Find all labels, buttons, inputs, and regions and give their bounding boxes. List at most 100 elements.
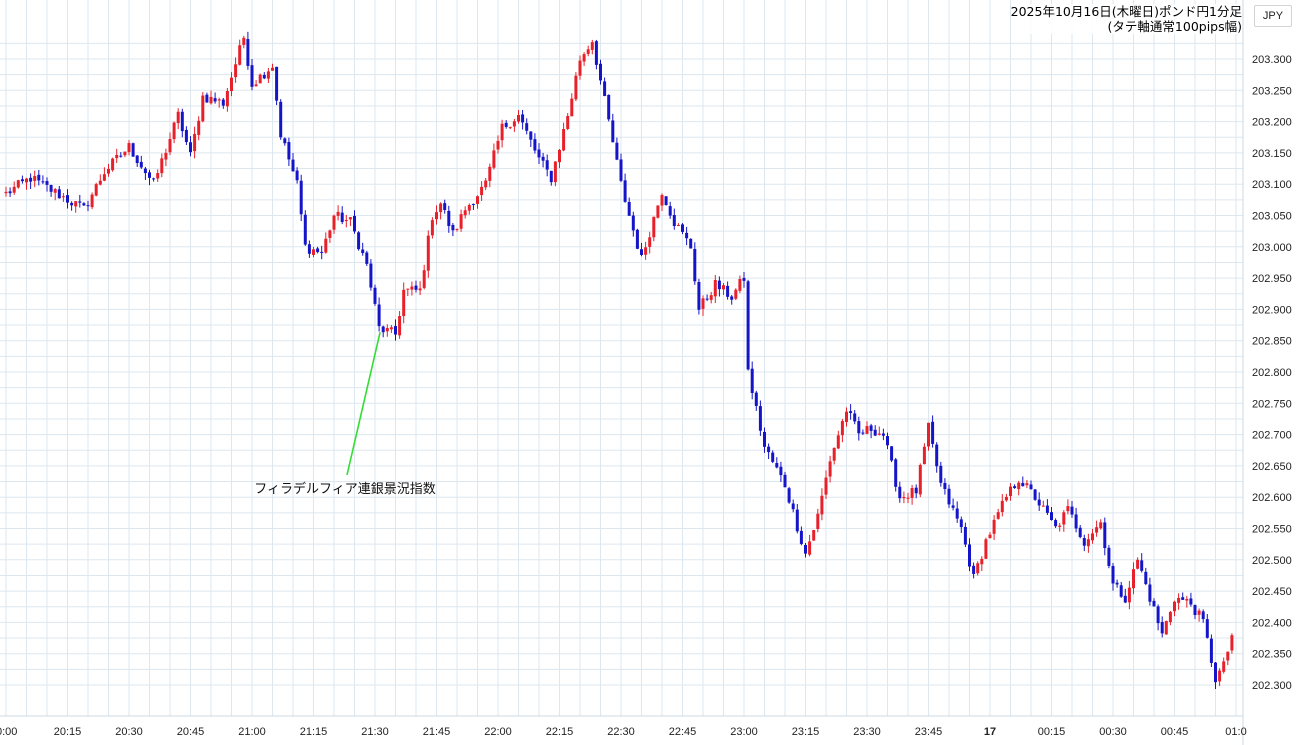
candle-body [1168, 611, 1172, 623]
x-tick-label: 22:00 [484, 726, 512, 738]
candle-body [541, 156, 545, 161]
candle-body [996, 512, 1000, 519]
candle-body [635, 229, 639, 249]
x-tick-label: 20:15 [54, 726, 82, 738]
candle-body [713, 280, 717, 297]
candle-body [906, 497, 910, 499]
candle-body [484, 180, 488, 188]
candle-body [1173, 601, 1176, 612]
x-tick-label: 0:00 [0, 726, 17, 738]
candle-body [295, 170, 299, 181]
candle-body [972, 565, 976, 574]
candle-body [246, 39, 250, 66]
candle-body [66, 195, 69, 203]
candle-body [849, 411, 853, 414]
candle-body [791, 503, 795, 510]
candle-body [1013, 486, 1017, 489]
candle-body [1103, 522, 1107, 549]
candle-body [164, 152, 168, 160]
candle-body [558, 149, 561, 163]
candle-body [57, 189, 61, 199]
candle-body [312, 249, 315, 255]
candle-body [111, 158, 115, 171]
candle-body [832, 447, 836, 461]
x-tick-label: 22:30 [607, 726, 635, 738]
candle-body [894, 459, 898, 487]
candle-body [365, 252, 369, 264]
candle-body [4, 191, 8, 194]
candle-body [102, 174, 106, 181]
candle-body [258, 74, 262, 84]
candle-body [439, 203, 443, 213]
y-tick-label: 202.800 [1252, 367, 1292, 379]
x-tick-label: 21:00 [238, 726, 266, 738]
y-tick-label: 203.050 [1252, 211, 1292, 223]
x-tick-label: 23:15 [792, 726, 820, 738]
x-tick-label: 22:45 [669, 726, 697, 738]
candle-body [676, 224, 680, 226]
candle-body [877, 433, 881, 435]
candle-body [578, 60, 582, 76]
candle-body [771, 452, 775, 462]
candle-body [1037, 499, 1041, 506]
chart-subtitle: (タテ軸通常100pips幅) [1107, 19, 1242, 34]
candle-body [795, 509, 799, 532]
candle-body [816, 513, 820, 530]
candle-body [717, 280, 721, 290]
candle-body [1021, 482, 1025, 487]
candle-body [213, 98, 217, 102]
currency-selector[interactable]: JPY [1254, 5, 1292, 27]
candle-body [1095, 527, 1099, 533]
candle-body [168, 139, 172, 153]
candle-body [447, 210, 451, 226]
candle-body [869, 425, 873, 431]
y-tick-label: 202.350 [1252, 649, 1292, 661]
y-tick-label: 203.150 [1252, 148, 1292, 160]
candle-body [238, 45, 242, 65]
candle-body [566, 115, 570, 129]
candle-body [648, 237, 652, 247]
candle-body [656, 205, 660, 218]
y-tick-label: 203.250 [1252, 85, 1292, 97]
candle-body [681, 224, 684, 232]
candle-body [545, 160, 549, 170]
candle-body [1086, 539, 1090, 547]
candle-body [517, 115, 520, 122]
x-tick-label: 22:15 [546, 726, 574, 738]
candle-body [730, 296, 734, 300]
candle-body [336, 211, 340, 216]
annotation-pointer-line [346, 331, 381, 476]
x-tick-label: 17 [984, 726, 996, 738]
candle-body [922, 446, 926, 465]
candle-body [881, 433, 885, 436]
candle-body [611, 120, 615, 143]
candle-body [78, 201, 82, 203]
candle-body [225, 91, 229, 107]
candle-body [959, 519, 963, 528]
candle-body [943, 483, 947, 489]
candle-body [422, 270, 426, 288]
x-tick-label: 23:00 [730, 726, 758, 738]
candle-body [562, 129, 566, 151]
candle-body [1025, 483, 1029, 486]
candle-body [221, 99, 225, 106]
candle-body [430, 220, 434, 236]
candle-body [664, 196, 668, 206]
candle-body [1062, 512, 1066, 525]
candle-body [266, 71, 270, 79]
candle-body [918, 464, 922, 495]
candle-body [955, 508, 959, 519]
candle-body [1041, 505, 1045, 507]
candle-body [242, 37, 246, 45]
candle-body [615, 142, 619, 160]
candle-body [935, 444, 939, 467]
candle-body [107, 168, 110, 174]
candle-body [480, 186, 484, 196]
candle-body [824, 477, 828, 495]
candle-body [521, 114, 525, 123]
candle-body [553, 161, 557, 183]
candle-body [275, 66, 279, 101]
candle-body [377, 304, 381, 327]
candle-body [127, 143, 131, 153]
candle-body [463, 210, 467, 216]
